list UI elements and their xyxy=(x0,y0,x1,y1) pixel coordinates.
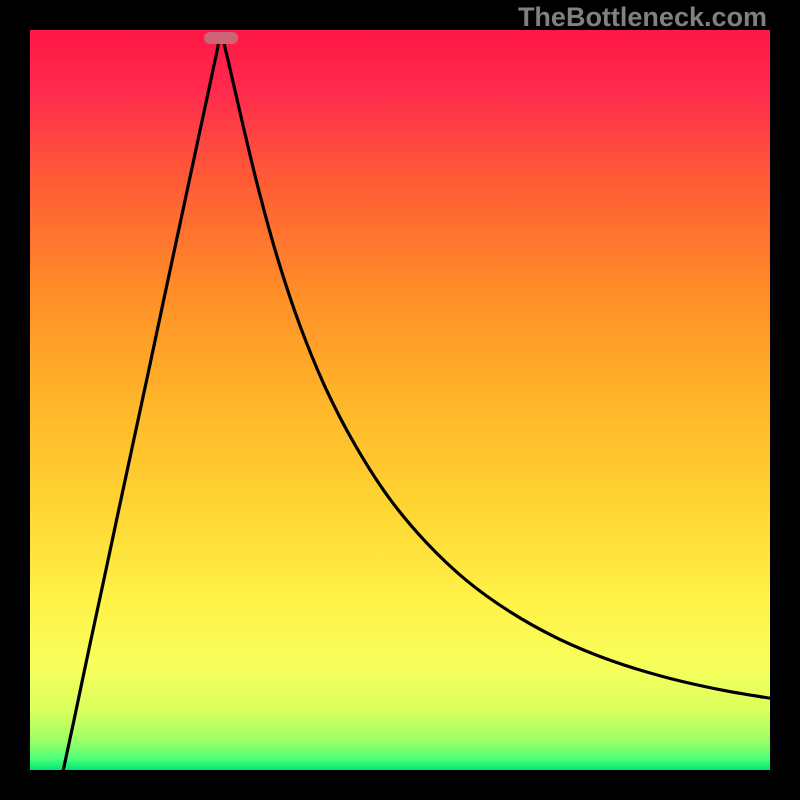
watermark-text: TheBottleneck.com xyxy=(518,2,767,33)
curve-path xyxy=(63,34,770,770)
bottleneck-curve xyxy=(30,30,770,770)
plot-area xyxy=(30,30,770,770)
optimal-marker xyxy=(204,32,238,44)
